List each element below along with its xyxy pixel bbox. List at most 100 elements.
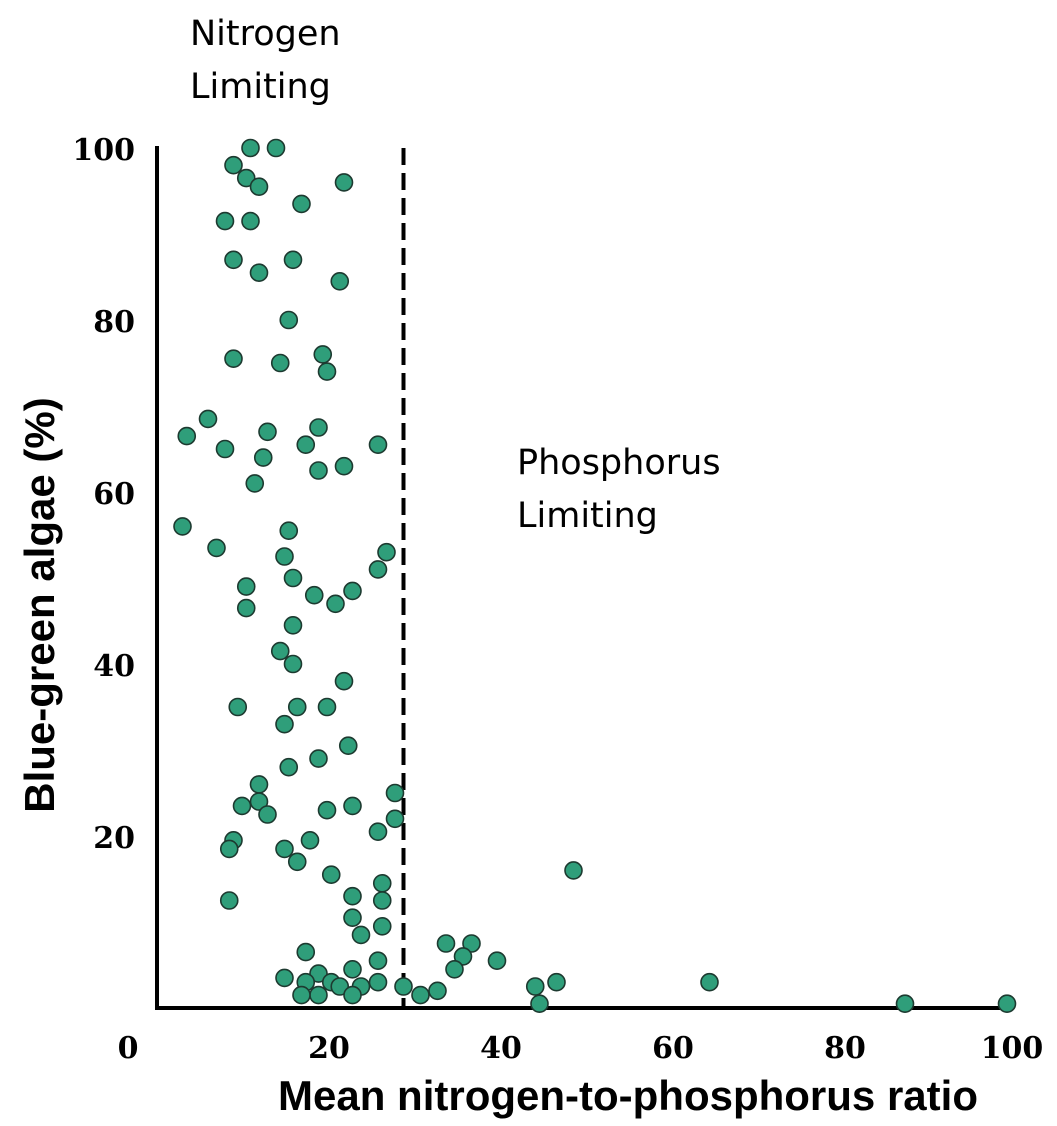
data-point <box>334 456 354 476</box>
data-point <box>309 418 328 437</box>
data-point <box>462 934 481 953</box>
data-point <box>236 168 256 188</box>
data-point <box>245 474 265 493</box>
phosphorus-region-label-line1: Phosphorus <box>517 443 721 483</box>
data-point <box>385 783 405 803</box>
data-point <box>338 736 358 756</box>
y-axis-title: Blue-green algae (%) <box>16 397 63 812</box>
data-point <box>317 362 337 381</box>
data-point <box>368 951 388 971</box>
data-point <box>343 985 362 1005</box>
data-point <box>249 177 269 196</box>
data-point <box>436 934 456 953</box>
data-point <box>275 968 294 988</box>
y-tick-label-100: 100 <box>72 133 135 168</box>
data-point <box>372 873 392 893</box>
data-point <box>895 994 915 1014</box>
data-point <box>530 994 549 1014</box>
data-point <box>275 714 294 734</box>
y-tick-label-60: 60 <box>93 477 135 512</box>
data-point <box>198 409 218 429</box>
data-point <box>372 916 392 936</box>
data-point <box>564 861 583 880</box>
data-point <box>321 865 341 885</box>
data-point <box>215 211 235 231</box>
data-point <box>249 792 269 811</box>
x-tick-label-20: 20 <box>308 1031 350 1066</box>
data-point <box>343 959 362 979</box>
data-point <box>283 568 303 588</box>
data-point <box>279 757 299 777</box>
data-point <box>313 345 333 364</box>
data-point <box>997 994 1017 1014</box>
data-point <box>236 598 256 618</box>
data-point <box>334 173 354 192</box>
x-tick-label-0: 0 <box>118 1031 139 1066</box>
data-point <box>411 985 430 1005</box>
data-point <box>377 542 396 562</box>
data-point <box>296 942 316 962</box>
data-point <box>224 349 243 369</box>
y-tick-label-40: 40 <box>93 649 135 684</box>
nitrogen-region-label-line2: Limiting <box>190 67 331 107</box>
data-point <box>343 796 362 816</box>
data-point <box>219 839 239 859</box>
data-point <box>266 138 286 158</box>
data-point <box>177 426 197 446</box>
data-point <box>283 654 303 674</box>
data-point <box>300 830 320 850</box>
data-point <box>270 353 290 373</box>
x-tick-label-40: 40 <box>480 1031 522 1066</box>
data-point <box>236 577 256 596</box>
data-point <box>525 977 545 996</box>
data-point <box>343 908 362 928</box>
data-point <box>292 985 311 1005</box>
data-point <box>309 964 328 983</box>
data-points <box>173 138 1017 1014</box>
y-tick-label-20: 20 <box>93 821 135 856</box>
data-point <box>224 250 243 270</box>
data-point <box>368 560 388 579</box>
data-point <box>249 263 269 283</box>
data-point <box>428 981 447 1001</box>
data-point <box>317 697 337 717</box>
data-point <box>309 461 328 480</box>
data-point <box>270 641 290 661</box>
x-tick-label-60: 60 <box>652 1031 694 1066</box>
data-point <box>219 891 239 910</box>
data-point <box>232 796 252 816</box>
data-point <box>309 749 328 768</box>
data-point <box>279 310 299 330</box>
data-point <box>292 194 311 214</box>
data-point <box>317 800 337 820</box>
data-point <box>249 775 269 794</box>
data-point <box>385 809 405 829</box>
phosphorus-region-label-line2: Limiting <box>517 496 658 536</box>
data-point <box>453 947 473 966</box>
data-point <box>253 448 273 467</box>
data-point <box>215 439 235 459</box>
data-point <box>309 985 328 1005</box>
data-point <box>343 886 362 906</box>
data-point <box>228 697 248 717</box>
data-point <box>279 521 299 541</box>
data-point <box>700 972 719 992</box>
data-point <box>287 697 307 717</box>
data-point <box>343 581 362 601</box>
data-point <box>207 538 226 558</box>
data-point <box>173 517 192 536</box>
data-point <box>368 435 388 455</box>
nitrogen-region-label-line1: Nitrogen <box>190 14 341 54</box>
data-point <box>445 959 464 979</box>
data-point <box>351 925 371 945</box>
data-point <box>394 977 413 996</box>
data-point <box>547 972 566 992</box>
data-point <box>258 422 277 442</box>
data-point <box>326 594 345 614</box>
data-point <box>296 435 316 455</box>
data-point <box>372 891 392 910</box>
data-point <box>283 250 303 270</box>
data-point <box>334 671 354 691</box>
data-point <box>241 211 260 231</box>
